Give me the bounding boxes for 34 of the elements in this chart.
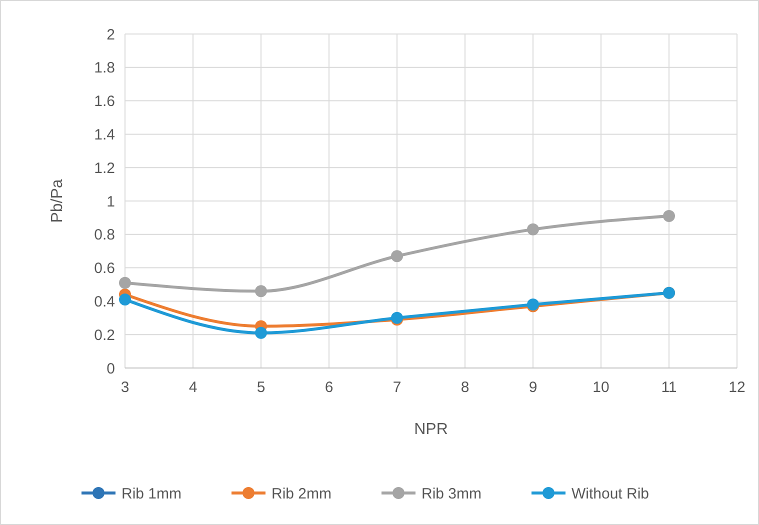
point xyxy=(255,285,267,298)
y-tick-label: 1.8 xyxy=(94,60,115,77)
legend-label: Rib 2mm xyxy=(272,485,332,502)
x-tick-label: 7 xyxy=(392,379,402,396)
point xyxy=(527,223,539,236)
point xyxy=(119,276,131,289)
y-tick-label: 0 xyxy=(106,360,115,378)
point xyxy=(255,326,267,339)
y-tick-label: 0.2 xyxy=(94,326,115,344)
x-tick-label: 8 xyxy=(460,379,470,396)
legend-label: Rib 3mm xyxy=(422,485,482,502)
y-tick-label: 1 xyxy=(106,193,115,210)
point xyxy=(119,294,131,306)
x-tick-label: 11 xyxy=(661,379,677,396)
x-tick-label: 12 xyxy=(728,379,746,396)
y-tick-label: 2 xyxy=(106,26,115,44)
x-tick-label: 6 xyxy=(324,379,334,396)
y-tick-label: 0.6 xyxy=(94,260,115,278)
y-tick-label: 1.6 xyxy=(94,93,115,110)
x-axis-title: NPR xyxy=(414,421,448,438)
x-tick-label: 3 xyxy=(120,379,130,396)
point xyxy=(391,250,403,262)
y-tick-label: 0.8 xyxy=(94,226,115,244)
x-tick-label: 9 xyxy=(528,379,538,396)
x-tick-label: 10 xyxy=(592,379,610,396)
x-tick-label: 5 xyxy=(256,379,266,396)
legend-label: Rib 1mm xyxy=(122,485,182,502)
point xyxy=(663,210,675,222)
y-tick-label: 0.4 xyxy=(94,293,115,310)
y-axis-title: Pb/Pa xyxy=(49,179,66,223)
y-tick-label: 1.4 xyxy=(94,126,115,144)
x-tick-label: 4 xyxy=(188,379,198,396)
y-tick-label: 1.2 xyxy=(94,160,115,177)
legend-label: Without Rib xyxy=(572,485,650,502)
